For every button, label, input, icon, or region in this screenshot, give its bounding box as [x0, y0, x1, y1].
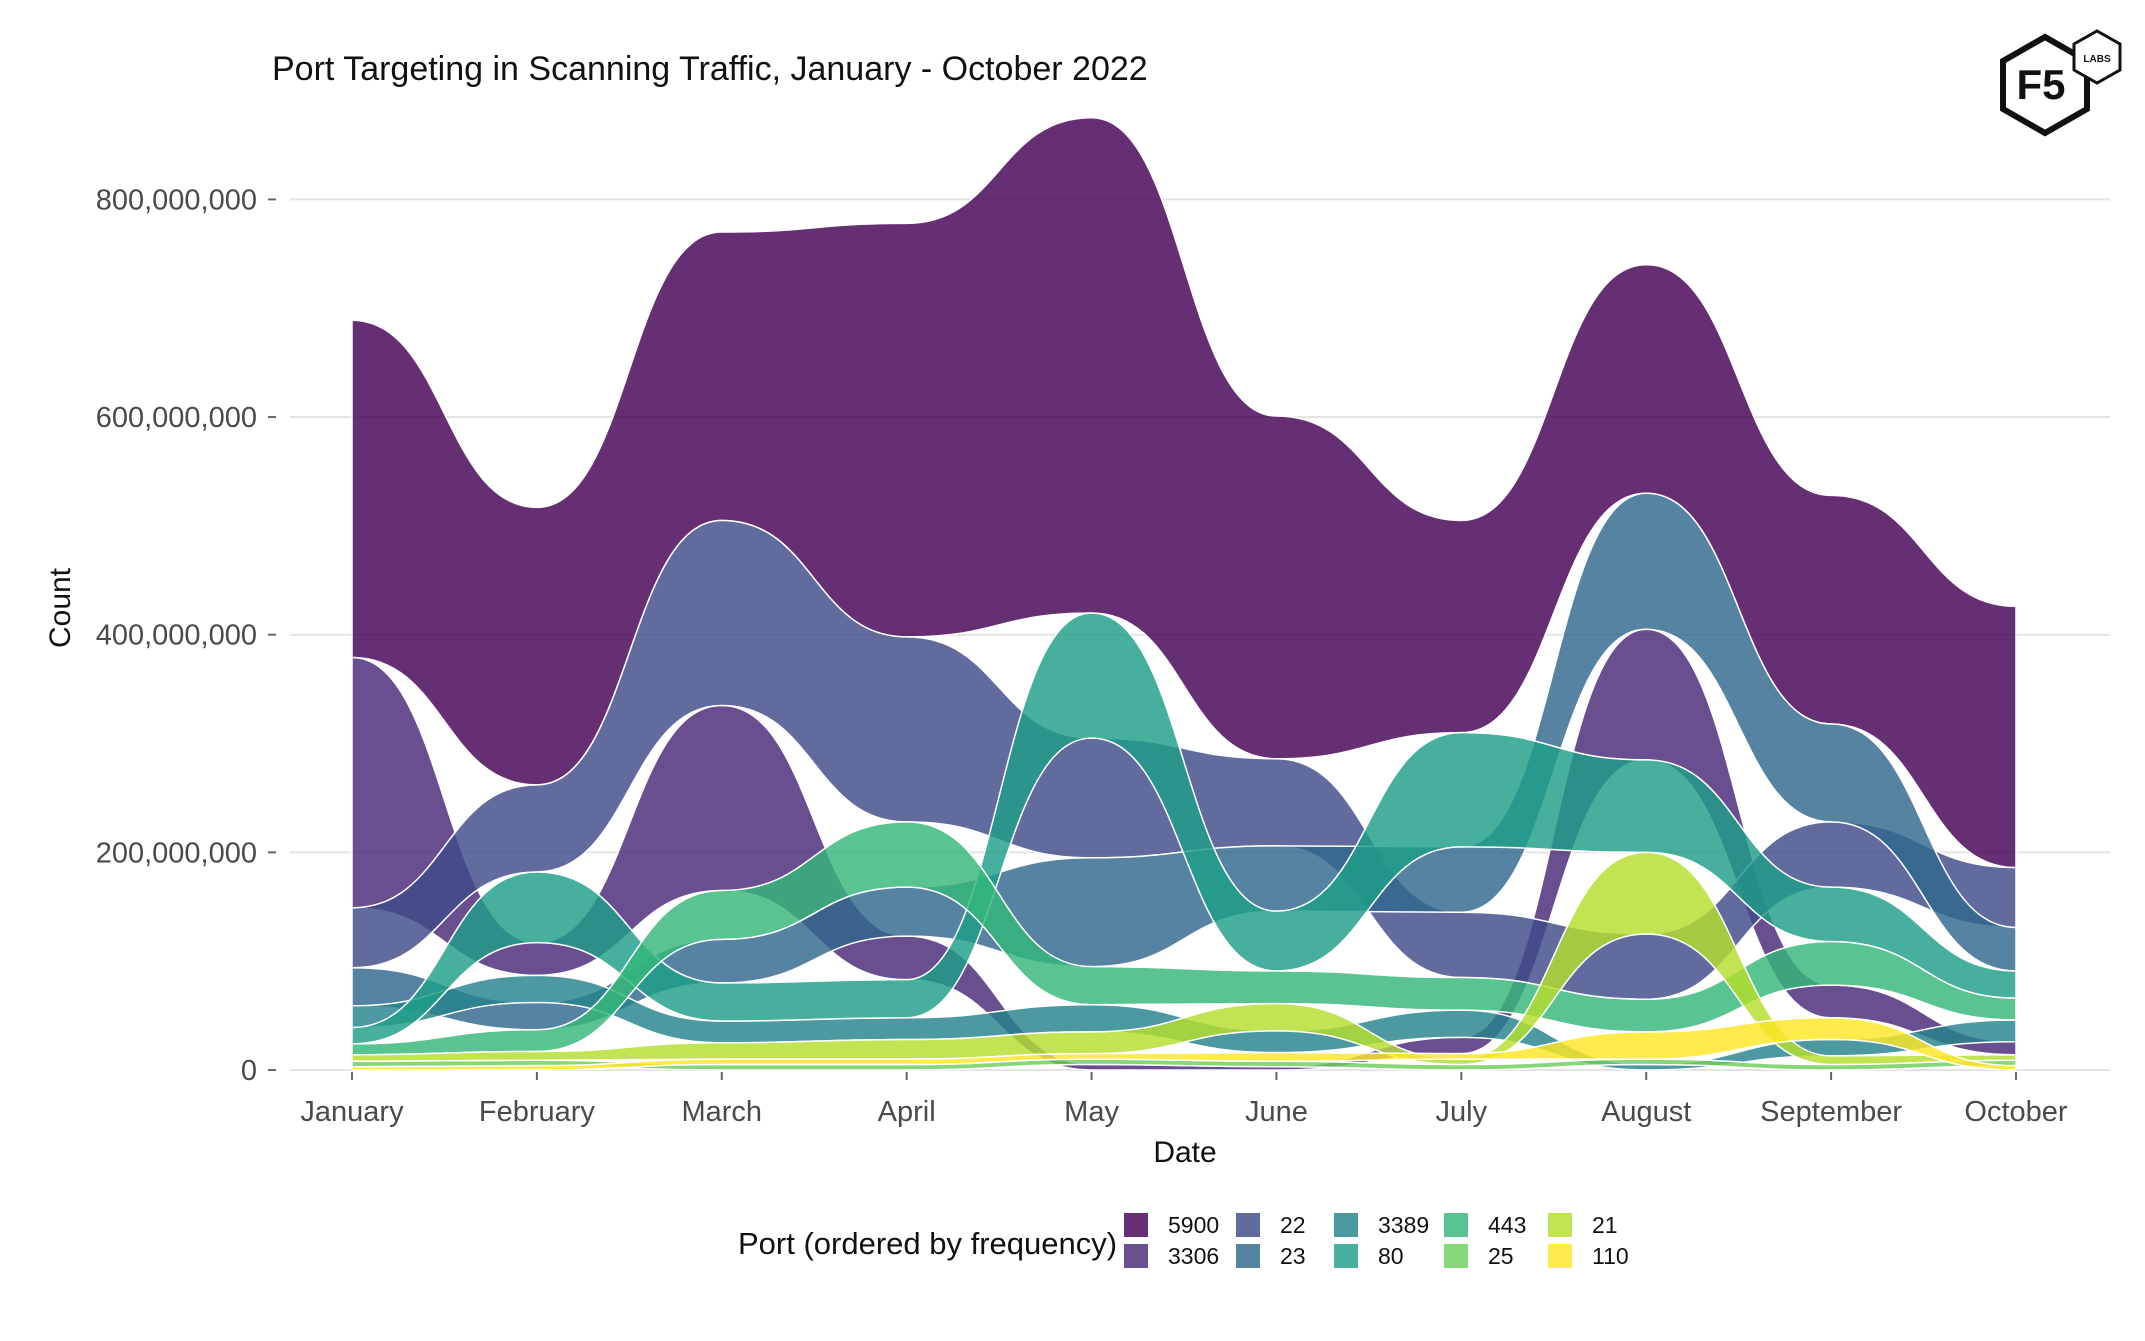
legend-swatch-23 [1236, 1244, 1260, 1268]
legend-swatch-25 [1444, 1244, 1468, 1268]
legend-title: Port (ordered by frequency) [738, 1226, 1117, 1261]
stream-port-443 [351, 821, 2017, 1056]
x-axis-tick-label-9: October [1964, 1096, 2067, 1128]
y-axis-tick-label-3: 600,000,000 [96, 402, 257, 434]
y-axis-tick-label-2: 400,000,000 [96, 620, 257, 652]
legend-label-5900: 5900 [1168, 1212, 1219, 1238]
legend-swatch-80 [1334, 1244, 1358, 1268]
y-axis-tick-label-0: 0 [241, 1055, 257, 1087]
stream-layers [351, 117, 2017, 1071]
y-axis-tick-label-1: 200,000,000 [96, 837, 257, 869]
chart-title: Port Targeting in Scanning Traffic, Janu… [272, 50, 1148, 88]
logo-main-text: F5 [2016, 61, 2065, 108]
legend-label-21: 21 [1592, 1212, 1618, 1238]
legend-label-3389: 3389 [1378, 1212, 1429, 1238]
legend-label-3306: 3306 [1168, 1243, 1219, 1269]
y-axis-title: Count [44, 567, 77, 648]
x-axis-tick-label-2: March [681, 1096, 762, 1128]
legend-swatch-21 [1548, 1213, 1572, 1237]
logo-large-hexagon [2000, 33, 2090, 137]
legend-swatch-110 [1548, 1244, 1572, 1268]
legend-label-80: 80 [1378, 1243, 1404, 1269]
x-axis-tick-label-6: July [1436, 1096, 1488, 1128]
legend-swatch-443 [1444, 1213, 1468, 1237]
legend-label-22: 22 [1280, 1212, 1306, 1238]
legend-swatch-5900 [1124, 1213, 1148, 1237]
legend: Port (ordered by frequency) 5900 3306 22 23 3… [738, 1212, 1629, 1269]
y-axis-tick-label-4: 800,000,000 [96, 184, 257, 216]
x-axis-tick-label-8: September [1760, 1096, 1902, 1128]
x-axis-tick-label-0: January [300, 1096, 404, 1128]
legend-swatch-3389 [1334, 1213, 1358, 1237]
x-axis-tick-label-4: May [1064, 1096, 1119, 1128]
y-axis: 0 200,000,000 400,000,000 600,000,000 800,00… [96, 184, 276, 1087]
logo-sub-text: LABS [2083, 54, 2111, 65]
stream-port-110 [351, 1017, 2017, 1071]
legend-swatch-3306 [1124, 1244, 1148, 1268]
x-axis-tick-label-7: August [1601, 1096, 1691, 1128]
legend-label-443: 443 [1488, 1212, 1526, 1238]
x-axis-tick-label-3: April [878, 1096, 936, 1128]
legend-swatch-22 [1236, 1213, 1260, 1237]
x-axis: January February March April May June July Augu… [300, 1072, 2068, 1128]
legend-label-23: 23 [1280, 1243, 1306, 1269]
legend-label-25: 25 [1488, 1243, 1514, 1269]
logo-small-hexagon [2072, 29, 2122, 85]
x-axis-title: Date [1153, 1136, 1216, 1169]
stream-port-80 [351, 612, 2017, 1045]
x-axis-tick-label-5: June [1245, 1096, 1308, 1128]
f5-labs-logo: F5 LABS [2000, 29, 2122, 137]
x-axis-tick-label-1: February [479, 1096, 596, 1128]
legend-label-110: 110 [1592, 1243, 1629, 1269]
